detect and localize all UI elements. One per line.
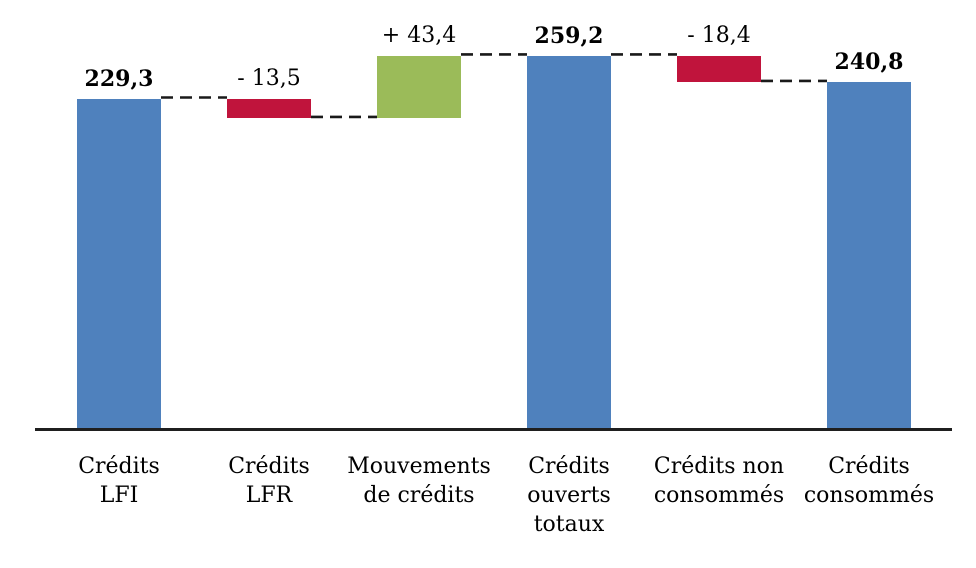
- category-label-line: Crédits: [528, 454, 610, 479]
- value-label-credits-lfr: - 13,5: [237, 65, 301, 91]
- category-label-line: consommés: [653, 483, 785, 508]
- x-axis-line: [35, 428, 952, 431]
- category-label-line: Crédits non: [653, 454, 785, 479]
- category-label-line: Crédits: [228, 454, 310, 479]
- category-label-line: Crédits: [78, 454, 160, 479]
- bar-credits-non-consommes: [677, 55, 761, 83]
- category-label-credits-lfi: Crédits LFI: [34, 452, 204, 510]
- value-label-credits-consommes: 240,8: [834, 49, 904, 76]
- category-label-line: Mouvements: [347, 454, 491, 479]
- bar-credits-ouverts-totaux: [527, 55, 611, 429]
- bar-credits-lfr: [227, 98, 311, 119]
- category-label-line: LFR: [245, 483, 293, 508]
- category-label-credits-consommes: Crédits consommés: [784, 452, 954, 510]
- value-label-mouvements-de-credits: + 43,4: [381, 22, 457, 48]
- bar-credits-lfi: [77, 98, 161, 429]
- category-label-credits-ouverts-totaux: Crédits ouverts totaux: [484, 452, 654, 539]
- category-label-credits-non-consommes: Crédits non consommés: [634, 452, 804, 510]
- category-label-mouvements-de-credits: Mouvements de crédits: [334, 452, 504, 510]
- category-label-line: consommés: [803, 483, 935, 508]
- category-label-line: totaux: [533, 512, 605, 537]
- category-label-line: de crédits: [363, 483, 475, 508]
- category-label-credits-lfr: Crédits LFR: [184, 452, 354, 510]
- value-label-credits-lfi: 229,3: [84, 65, 154, 92]
- category-label-line: ouverts: [527, 483, 611, 508]
- value-label-credits-non-consommes: - 18,4: [687, 22, 751, 48]
- category-label-line: LFI: [99, 483, 139, 508]
- category-label-line: Crédits: [828, 454, 910, 479]
- bar-mouvements-de-credits: [377, 55, 461, 119]
- value-label-credits-ouverts-totaux: 259,2: [534, 22, 604, 49]
- bar-credits-consommes: [827, 82, 911, 429]
